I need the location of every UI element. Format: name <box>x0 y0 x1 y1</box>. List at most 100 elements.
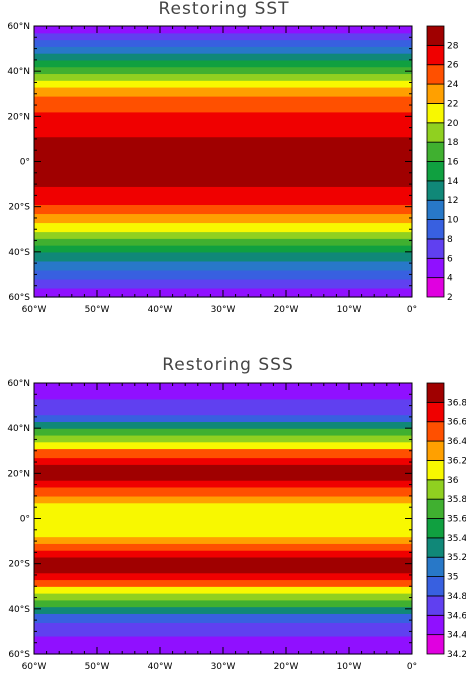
sss-band <box>34 398 412 416</box>
sss-xtick-label: 40°W <box>148 662 173 672</box>
sss-band <box>34 579 412 587</box>
sss-band <box>34 622 412 637</box>
sst-ytick-label: 20°S <box>8 203 30 213</box>
sst-colorbar-label: 28 <box>447 41 459 51</box>
sst-colorbar-label: 14 <box>447 177 459 187</box>
sss-band <box>34 441 412 450</box>
sss-ytick-label: 20°S <box>8 560 30 570</box>
sst-colorbar-label: 26 <box>447 61 459 71</box>
sss-band <box>34 556 412 574</box>
sss-band <box>34 543 412 551</box>
sst-band <box>34 269 412 280</box>
sst-colorbar-swatch <box>426 44 445 66</box>
sst-colorbar-label: 16 <box>447 158 459 168</box>
sss-colorbar-label: 36.4 <box>447 437 466 447</box>
sss-colorbar-label: 36 <box>447 476 459 486</box>
sst-colorbar-swatch <box>426 64 445 85</box>
sst-colorbar-label: 20 <box>447 119 459 129</box>
sss-colorbar-label: 36.8 <box>447 398 466 408</box>
sss-band <box>34 550 412 558</box>
sss-ytick-label: 0° <box>20 515 30 525</box>
sst-colorbar-label: 24 <box>447 80 459 90</box>
sss-colorbar-swatch <box>426 518 445 539</box>
sss-colorbar-label: 36.2 <box>447 456 466 466</box>
sst-colorbar-label: 6 <box>447 254 453 264</box>
sss-band <box>34 480 412 488</box>
sst-xtick-label: 40°W <box>148 305 173 315</box>
sst-colorbar-swatch <box>426 219 445 240</box>
sst-colorbar-swatch <box>426 141 445 162</box>
sss-colorbar-swatch <box>426 479 445 500</box>
sst-band <box>34 204 412 215</box>
sst-band <box>34 245 412 253</box>
sst-ytick-label: 40°S <box>8 248 30 258</box>
sss-band <box>34 495 412 504</box>
sst-colorbar-label: 18 <box>447 138 459 148</box>
sss-band <box>34 606 412 614</box>
sss-colorbar-swatch <box>426 498 445 519</box>
sss-colorbar-label: 34.4 <box>447 631 466 641</box>
sst-ytick-label: 60°N <box>7 22 30 32</box>
sss-ytick-label: 60°S <box>8 650 30 660</box>
sst-colorbar-label: 4 <box>447 274 453 284</box>
sss-band <box>34 586 412 594</box>
sss-colorbar-swatch <box>426 614 445 636</box>
sst-axis-ticks: 60°W 50°W 40°W 30°W 20°W 10°W 0° 60°S 40°S 20°S 0°… <box>7 22 417 315</box>
sst-band <box>34 32 412 41</box>
sst-colorbar-swatch <box>426 161 445 182</box>
sst-band <box>34 238 412 246</box>
sst-colorbar-label: 12 <box>447 196 458 206</box>
sst-xtick-label: 0° <box>407 305 417 315</box>
sss-band <box>34 428 412 436</box>
sss-colorbar-swatch <box>426 634 445 655</box>
sss-colorbar-swatch <box>426 537 445 558</box>
sst-band <box>34 278 412 289</box>
sss-band <box>34 572 412 581</box>
sss-colorbar-label: 35.8 <box>447 495 466 505</box>
sss-colorbar: 34.2 34.4 34.6 34.8 35 35.2 35.4 35.6 35.8 36 36.2… <box>426 382 466 660</box>
sst-ytick-label: 40°N <box>7 67 30 77</box>
sss-panel: Restoring SSS 60°W 50°W 40°W 30°W 20°W 10°W 0°… <box>7 355 466 672</box>
sst-colorbar-swatch <box>426 25 445 46</box>
sss-ytick-label: 40°S <box>8 605 30 615</box>
sss-xtick-label: 60°W <box>22 662 47 672</box>
sss-band <box>34 421 412 429</box>
sst-bands <box>34 26 412 298</box>
sst-xtick-label: 30°W <box>211 305 236 315</box>
sss-colorbar-swatch <box>426 576 445 597</box>
sss-band <box>34 486 412 497</box>
sst-band <box>34 66 412 75</box>
sst-title: Restoring SST <box>158 0 289 19</box>
sst-xtick-label: 20°W <box>274 305 299 315</box>
sss-colorbar-swatch <box>426 401 445 423</box>
sst-colorbar-swatch <box>426 199 445 220</box>
sss-band <box>34 457 412 465</box>
sst-xtick-label: 50°W <box>85 305 110 315</box>
sss-band <box>34 464 412 481</box>
sst-ytick-label: 60°S <box>8 293 30 303</box>
sst-band <box>34 80 412 88</box>
sst-colorbar-swatch <box>426 180 445 201</box>
sss-band <box>34 635 412 655</box>
sss-axis-ticks: 60°W 50°W 40°W 30°W 20°W 10°W 0° 60°S 40°S 20°S 0°… <box>7 379 417 672</box>
sss-colorbar-swatch <box>426 460 445 481</box>
sst-band <box>34 53 412 61</box>
sss-band <box>34 448 412 459</box>
sst-colorbar-swatch <box>426 257 445 279</box>
sss-colorbar-label: 34.8 <box>447 592 466 602</box>
sss-colorbar-swatch <box>426 556 445 577</box>
sst-colorbar-label: 22 <box>447 99 458 109</box>
sst-band <box>34 96 412 113</box>
sss-colorbar-swatch <box>426 382 445 403</box>
sst-band <box>34 86 412 97</box>
sss-band <box>34 593 412 601</box>
sst-band <box>34 231 412 239</box>
sss-band <box>34 613 412 623</box>
sst-band <box>34 59 412 68</box>
sss-bands <box>34 383 412 655</box>
sss-colorbar-label: 34.2 <box>447 650 466 660</box>
sst-ytick-label: 0° <box>20 158 30 168</box>
sst-xtick-label: 10°W <box>337 305 362 315</box>
